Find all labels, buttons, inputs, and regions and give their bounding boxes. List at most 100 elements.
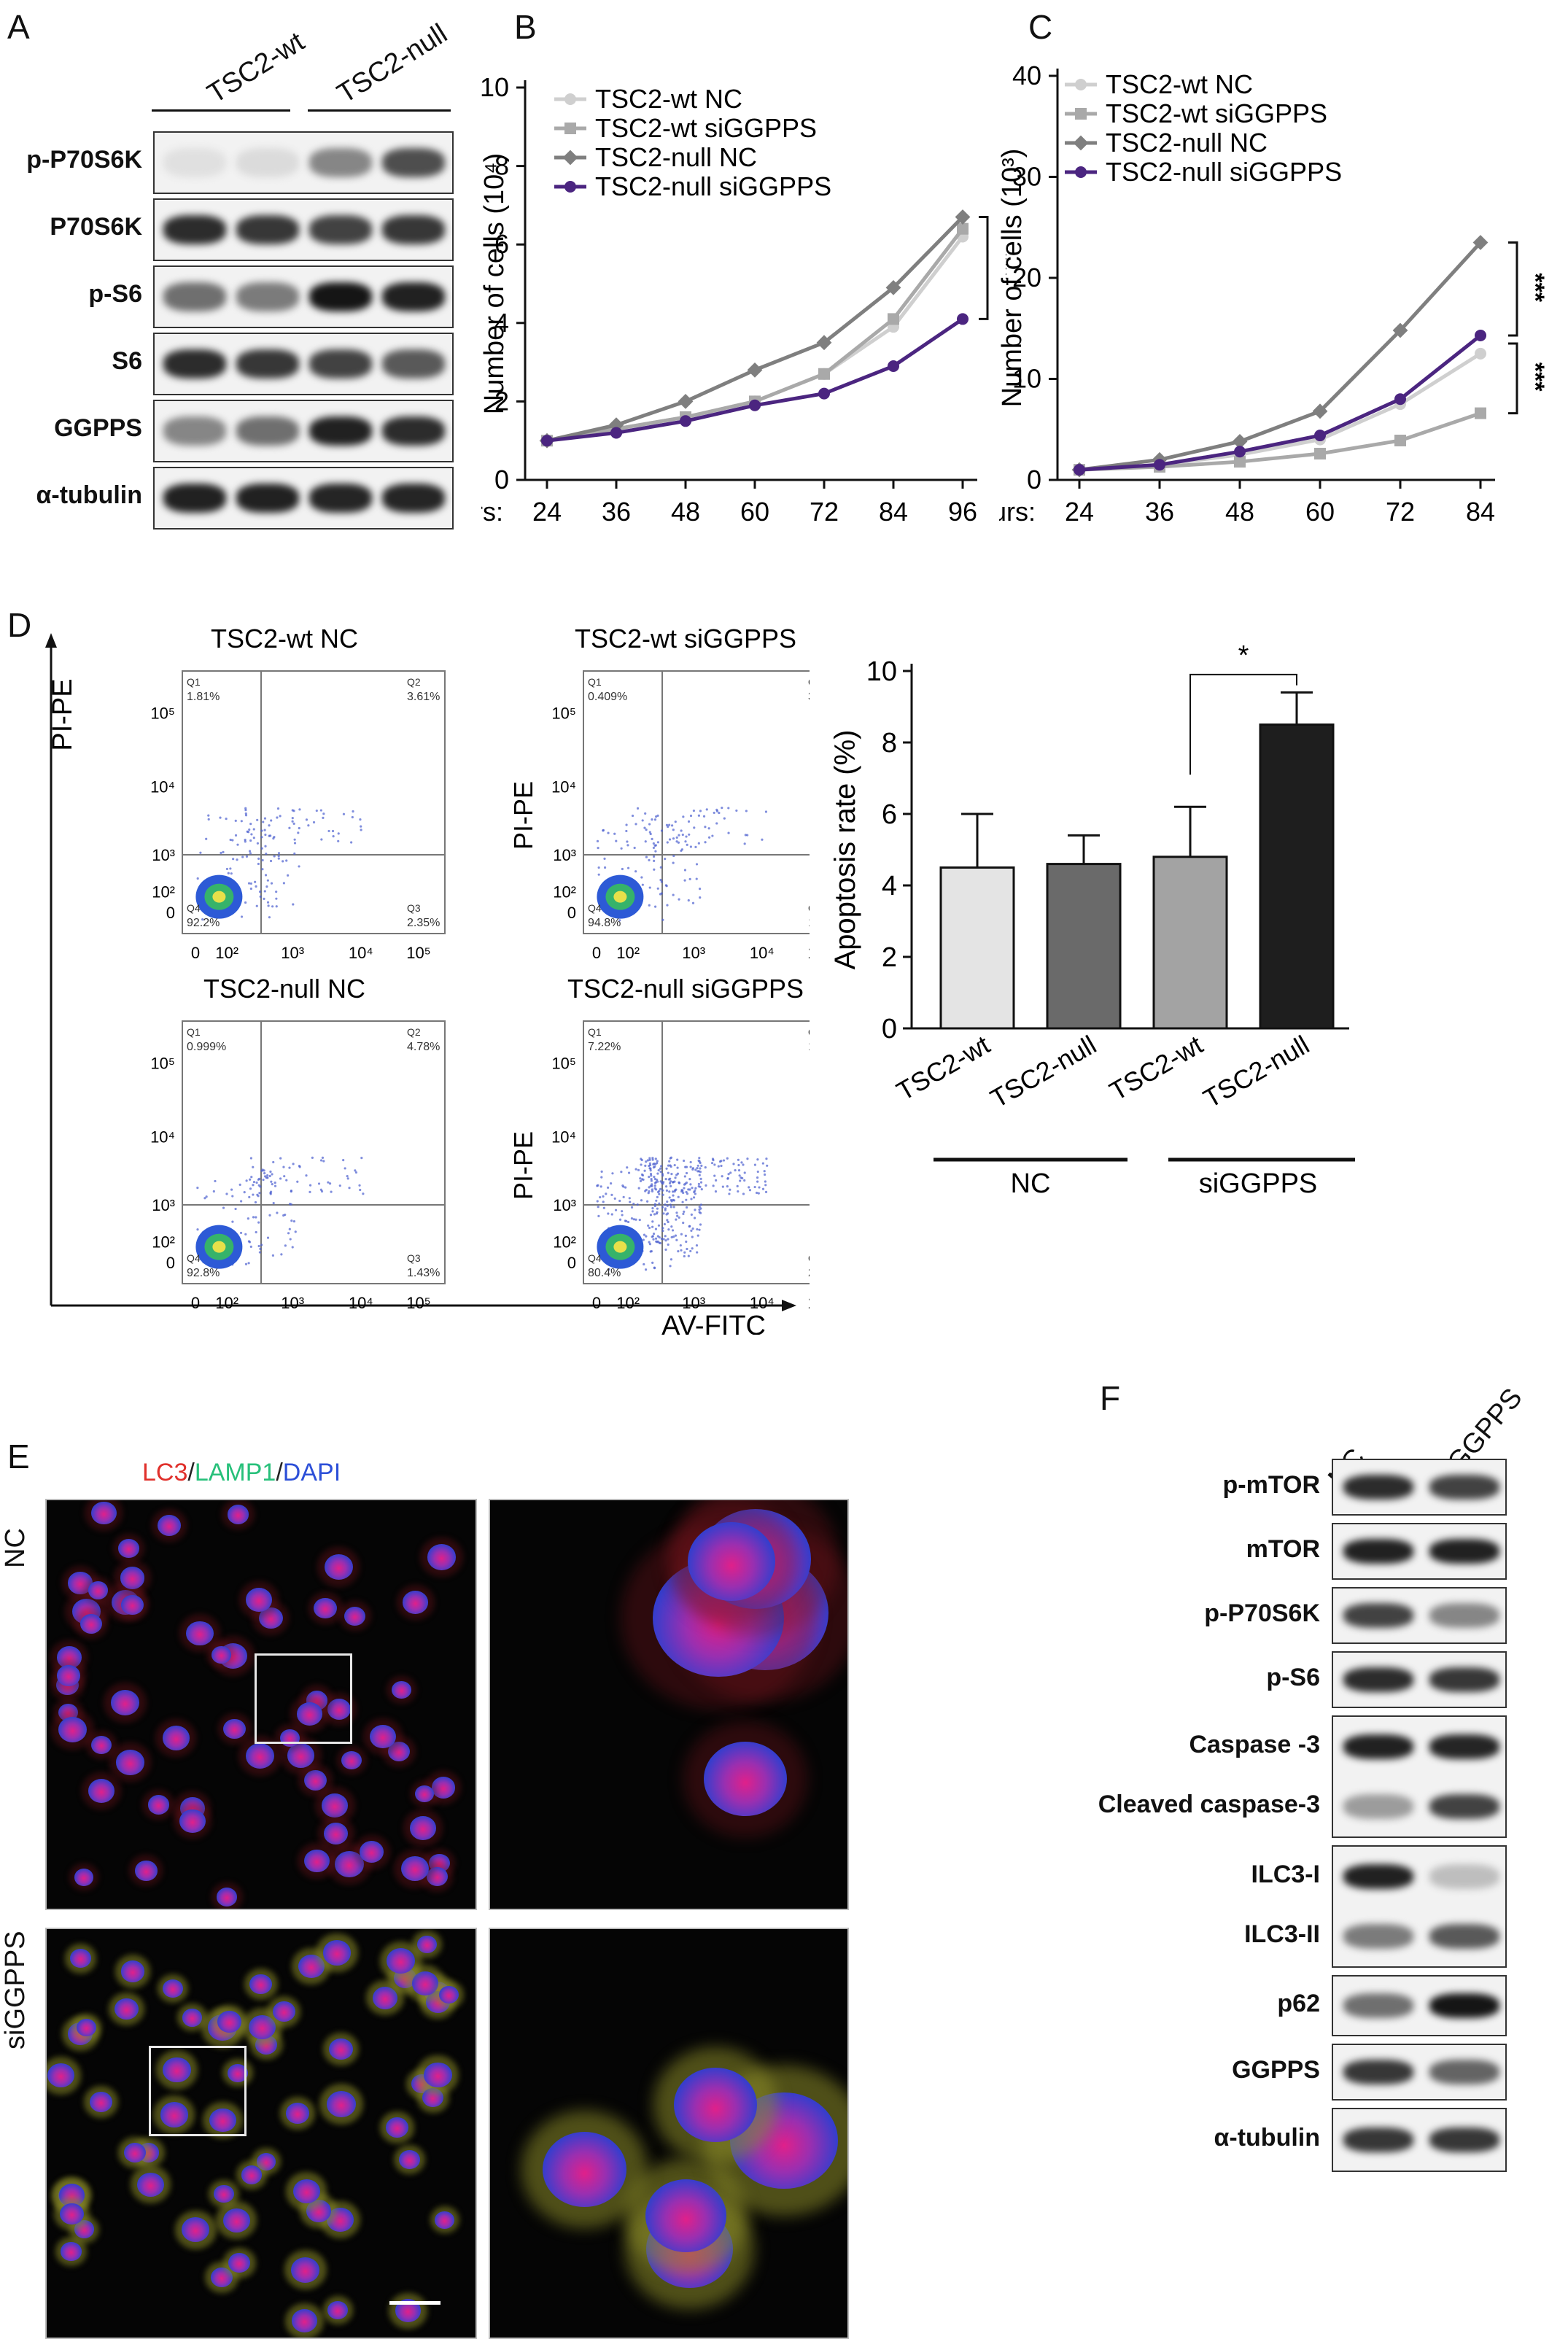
flow-event (742, 1163, 745, 1166)
x-tick-label: 24 (1065, 497, 1094, 527)
flow-event (710, 1162, 714, 1165)
nucleus (285, 2103, 309, 2124)
flow-event (681, 1200, 684, 1203)
blot-band (1343, 1667, 1413, 1692)
flow-event (668, 1190, 671, 1193)
flow-event (665, 1185, 668, 1188)
flow-event (726, 1185, 729, 1188)
flow-event (276, 1211, 279, 1214)
panel-b-letter: B (514, 8, 537, 46)
data-point (957, 313, 969, 325)
data-point (1475, 347, 1486, 360)
flow-event (691, 1247, 694, 1250)
flow-event (688, 877, 691, 880)
flow-event (352, 810, 354, 813)
flow-event (695, 863, 699, 866)
flow-event (656, 814, 659, 817)
flow-x-tick-label: 10⁴ (750, 1294, 775, 1312)
flow-event (669, 1203, 672, 1206)
flow-event (606, 1186, 610, 1189)
y-tick-label: 30 (1012, 162, 1041, 192)
flow-y-tick-label: 10² (553, 1233, 576, 1251)
blot-band (1343, 1794, 1413, 1819)
nucleus (163, 2057, 191, 2083)
zoom-region-box (255, 1653, 352, 1744)
flow-event (666, 1219, 669, 1222)
flow-event (651, 1236, 653, 1238)
flow-event (691, 1187, 694, 1190)
nucleus (245, 1742, 275, 1769)
flow-event (659, 1187, 662, 1190)
flow-event (275, 905, 278, 908)
flow-x-tick-label: 10² (616, 1294, 640, 1312)
flow-event (740, 1161, 743, 1164)
flow-event (744, 834, 747, 837)
flow-event (740, 1176, 742, 1179)
flow-event (265, 852, 268, 856)
flow-event (653, 1203, 656, 1206)
data-point (749, 399, 761, 411)
flow-event (271, 905, 274, 908)
flow-event (634, 1168, 637, 1171)
flow-event (644, 1268, 648, 1271)
nucleus (291, 2257, 319, 2283)
flow-event (722, 1159, 726, 1162)
nucleus (110, 1689, 140, 1716)
flow-event (308, 1184, 312, 1187)
flow-event (690, 1198, 693, 1200)
flow-event (280, 1253, 283, 1256)
flow-event (252, 1180, 256, 1184)
flow-event (207, 818, 210, 821)
flow-event (691, 1227, 694, 1230)
blot-strip (1332, 1845, 1507, 1968)
flow-event (250, 833, 253, 836)
flow-event (683, 1175, 686, 1178)
flow-x-tick-label: 0 (592, 944, 601, 962)
flow-event (255, 885, 257, 888)
category-label: TSC2-null (985, 1029, 1101, 1114)
flow-event (362, 1192, 365, 1195)
blot-strip (153, 265, 454, 328)
x-tick-label: 96 (948, 497, 977, 527)
nucleus (326, 2090, 356, 2117)
flow-event (292, 1219, 296, 1223)
significance-mark: *** (1521, 362, 1549, 392)
blot-band (236, 215, 299, 244)
flow-event (319, 809, 322, 812)
nucleus (391, 1680, 412, 1699)
data-point (818, 387, 830, 400)
blot-strip (153, 467, 454, 530)
flow-event (603, 857, 606, 861)
flow-event (648, 1186, 651, 1189)
flow-event (697, 1184, 700, 1188)
arrow-head (782, 1300, 796, 1311)
flow-event (261, 868, 264, 871)
cluster-core (613, 1241, 627, 1253)
flow-event (673, 1190, 676, 1193)
flow-event (655, 1240, 658, 1243)
flow-event (697, 814, 700, 817)
flow-event (285, 859, 288, 862)
flow-event (659, 1170, 662, 1174)
blot-band (163, 148, 226, 177)
flow-event (344, 1167, 346, 1170)
significance-mark: *** (992, 252, 1006, 281)
data-point (957, 222, 969, 235)
blot-band (236, 484, 299, 513)
flow-event (613, 1197, 616, 1200)
flow-event (664, 1235, 667, 1238)
flow-event (597, 866, 600, 869)
flow-event (758, 1186, 761, 1189)
outer-y-axis-label: PI-PE (47, 678, 78, 750)
y-tick-label: 6 (494, 229, 509, 259)
nucleus (249, 1974, 273, 1995)
flow-event (699, 1171, 702, 1174)
flow-event (266, 1236, 270, 1239)
flow-event (275, 891, 278, 893)
flow-event (684, 840, 687, 843)
nucleus (58, 1717, 88, 1743)
flow-event (290, 1219, 293, 1222)
flow-event (645, 1235, 648, 1238)
nucleus (359, 1841, 384, 1863)
flow-event (651, 1225, 654, 1228)
